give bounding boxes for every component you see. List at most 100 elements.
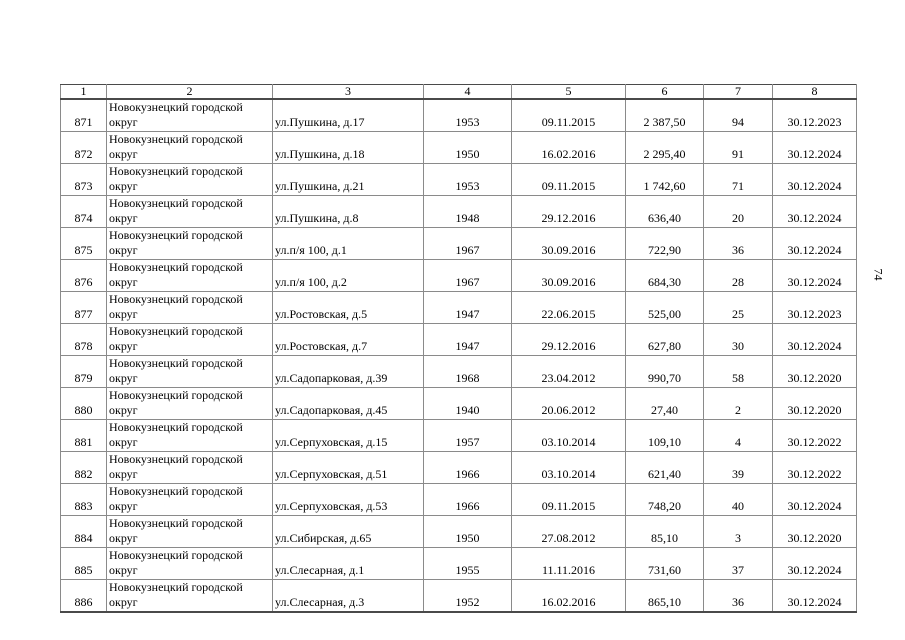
district-cell: Новокузнецкий городской округ (106, 546, 273, 580)
deadline-cell: 30.12.2024 (772, 226, 857, 260)
row-number-cell: 879 (60, 354, 107, 388)
district-cell: Новокузнецкий городской округ (106, 130, 273, 164)
address-cell: ул.Сибирская, д.65 (272, 514, 424, 548)
row-number-cell: 871 (60, 98, 107, 132)
deadline-cell: 30.12.2024 (772, 482, 857, 516)
deadline-cell: 30.12.2020 (772, 354, 857, 388)
date-cell: 29.12.2016 (511, 322, 626, 356)
deadline-cell: 30.12.2024 (772, 130, 857, 164)
column-header-4: 4 (423, 84, 512, 100)
deadline-cell: 30.12.2022 (772, 418, 857, 452)
table-row: 874 Новокузнецкий городской округ ул.Пушки… (60, 194, 857, 228)
column-header-5: 5 (511, 84, 626, 100)
area-cell: 27,40 (625, 386, 704, 420)
district-cell: Новокузнецкий городской округ (106, 226, 273, 260)
deadline-cell: 30.12.2020 (772, 514, 857, 548)
area-cell: 525,00 (625, 290, 704, 324)
count-cell: 71 (703, 162, 773, 196)
deadline-cell: 30.12.2024 (772, 258, 857, 292)
date-cell: 30.09.2016 (511, 258, 626, 292)
address-cell: ул.Ростовская, д.5 (272, 290, 424, 324)
address-cell: ул.Слесарная, д.3 (272, 578, 424, 613)
year-cell: 1967 (423, 258, 512, 292)
table-body: 871 Новокузнецкий городской округ ул.Пушки… (60, 98, 857, 613)
count-cell: 40 (703, 482, 773, 516)
count-cell: 30 (703, 322, 773, 356)
column-header-3: 3 (272, 84, 424, 100)
year-cell: 1952 (423, 578, 512, 613)
deadline-cell: 30.12.2023 (772, 290, 857, 324)
table-row: 881 Новокузнецкий городской округ ул.Серпу… (60, 418, 857, 452)
address-cell: ул.Серпуховская, д.15 (272, 418, 424, 452)
year-cell: 1966 (423, 450, 512, 484)
deadline-cell: 30.12.2022 (772, 450, 857, 484)
table-row: 885 Новокузнецкий городской округ ул.Слеса… (60, 546, 857, 580)
deadline-cell: 30.12.2024 (772, 162, 857, 196)
district-cell: Новокузнецкий городской округ (106, 450, 273, 484)
area-cell: 1 742,60 (625, 162, 704, 196)
row-number-cell: 885 (60, 546, 107, 580)
deadline-cell: 30.12.2024 (772, 322, 857, 356)
count-cell: 4 (703, 418, 773, 452)
table-row: 879 Новокузнецкий городской округ ул.Садоп… (60, 354, 857, 388)
column-header-7: 7 (703, 84, 773, 100)
district-cell: Новокузнецкий городской округ (106, 290, 273, 324)
year-cell: 1950 (423, 514, 512, 548)
deadline-cell: 30.12.2024 (772, 546, 857, 580)
area-cell: 109,10 (625, 418, 704, 452)
year-cell: 1947 (423, 290, 512, 324)
district-cell: Новокузнецкий городской округ (106, 354, 273, 388)
year-cell: 1955 (423, 546, 512, 580)
year-cell: 1950 (423, 130, 512, 164)
date-cell: 03.10.2014 (511, 418, 626, 452)
address-cell: ул.Серпуховская, д.51 (272, 450, 424, 484)
date-cell: 22.06.2015 (511, 290, 626, 324)
table-row: 876 Новокузнецкий городской округ ул.п/я 1… (60, 258, 857, 292)
count-cell: 28 (703, 258, 773, 292)
date-cell: 29.12.2016 (511, 194, 626, 228)
district-cell: Новокузнецкий городской округ (106, 98, 273, 132)
date-cell: 30.09.2016 (511, 226, 626, 260)
address-cell: ул.Садопарковая, д.45 (272, 386, 424, 420)
district-cell: Новокузнецкий городской округ (106, 194, 273, 228)
year-cell: 1957 (423, 418, 512, 452)
column-header-1: 1 (60, 84, 107, 100)
area-cell: 684,30 (625, 258, 704, 292)
area-cell: 85,10 (625, 514, 704, 548)
year-cell: 1947 (423, 322, 512, 356)
address-cell: ул.Пушкина, д.21 (272, 162, 424, 196)
date-cell: 11.11.2016 (511, 546, 626, 580)
count-cell: 3 (703, 514, 773, 548)
column-header-6: 6 (625, 84, 704, 100)
deadline-cell: 30.12.2024 (772, 194, 857, 228)
address-cell: ул.п/я 100, д.2 (272, 258, 424, 292)
date-cell: 09.11.2015 (511, 98, 626, 132)
row-number-cell: 875 (60, 226, 107, 260)
area-cell: 722,90 (625, 226, 704, 260)
deadline-cell: 30.12.2023 (772, 98, 857, 132)
area-cell: 621,40 (625, 450, 704, 484)
deadline-cell: 30.12.2020 (772, 386, 857, 420)
row-number-cell: 876 (60, 258, 107, 292)
area-cell: 748,20 (625, 482, 704, 516)
district-cell: Новокузнецкий городской округ (106, 514, 273, 548)
row-number-cell: 877 (60, 290, 107, 324)
table-row: 871 Новокузнецкий городской округ ул.Пушки… (60, 98, 857, 132)
district-cell: Новокузнецкий городской округ (106, 482, 273, 516)
district-cell: Новокузнецкий городской округ (106, 578, 273, 613)
table-row: 873 Новокузнецкий городской округ ул.Пушки… (60, 162, 857, 196)
count-cell: 39 (703, 450, 773, 484)
table-row: 886 Новокузнецкий городской округ ул.Слеса… (60, 578, 857, 613)
area-cell: 865,10 (625, 578, 704, 613)
table-header-row: 1 2 3 4 5 6 7 8 (60, 84, 857, 100)
area-cell: 636,40 (625, 194, 704, 228)
address-cell: ул.Садопарковая, д.39 (272, 354, 424, 388)
row-number-cell: 882 (60, 450, 107, 484)
count-cell: 36 (703, 226, 773, 260)
count-cell: 91 (703, 130, 773, 164)
area-cell: 990,70 (625, 354, 704, 388)
table-row: 877 Новокузнецкий городской округ ул.Росто… (60, 290, 857, 324)
table-row: 880 Новокузнецкий городской округ ул.Садоп… (60, 386, 857, 420)
area-cell: 2 387,50 (625, 98, 704, 132)
date-cell: 20.06.2012 (511, 386, 626, 420)
